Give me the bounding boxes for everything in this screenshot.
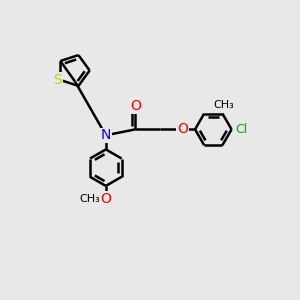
Text: S: S [54, 73, 62, 87]
Text: CH₃: CH₃ [79, 194, 100, 204]
Text: N: N [100, 128, 111, 142]
Text: O: O [100, 192, 111, 206]
Text: CH₃: CH₃ [214, 100, 234, 110]
Text: Cl: Cl [236, 123, 248, 136]
Text: O: O [130, 99, 141, 113]
Text: O: O [177, 122, 188, 136]
